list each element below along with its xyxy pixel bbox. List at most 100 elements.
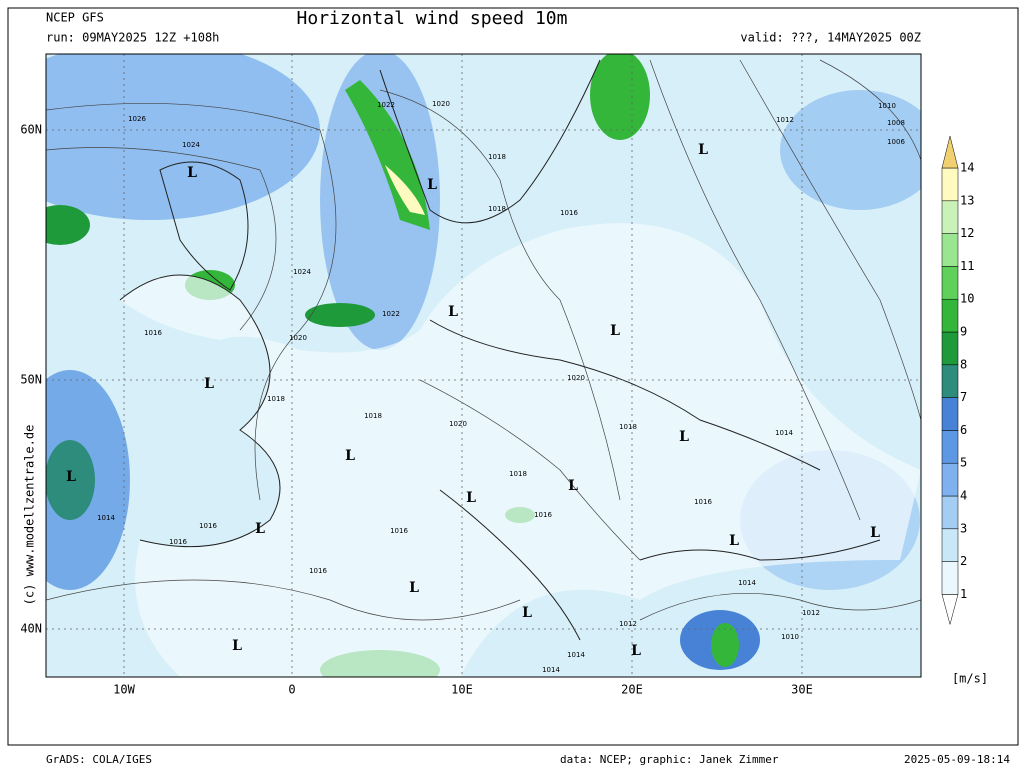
isobar-label: 1012 bbox=[802, 609, 820, 617]
isobar-label: 1020 bbox=[289, 334, 307, 342]
colorbar-box bbox=[941, 167, 959, 202]
isobar-label: 1012 bbox=[776, 116, 794, 124]
lat-label: 60N bbox=[20, 123, 42, 137]
software: GrADS: COLA/IGES bbox=[46, 753, 152, 766]
colorbar-label: 3 bbox=[960, 521, 967, 535]
copyright: (c) www.modellzentrale.de bbox=[23, 425, 37, 606]
colorbar-label: 4 bbox=[960, 489, 967, 503]
title: Horizontal wind speed 10m bbox=[297, 8, 568, 29]
isobar-label: 1014 bbox=[542, 666, 560, 674]
colorbar-label: 11 bbox=[960, 259, 974, 273]
low-marker: L bbox=[698, 142, 708, 158]
colorbar-label: 13 bbox=[960, 193, 974, 207]
colorbar-box bbox=[941, 397, 959, 431]
colorbar-label: 6 bbox=[960, 423, 967, 437]
isobar-label: 1016 bbox=[390, 527, 408, 535]
isobar-label: 1006 bbox=[887, 138, 905, 146]
colorbar-bottom bbox=[941, 594, 959, 626]
lat-label: 40N bbox=[20, 622, 42, 636]
isobar-label: 1012 bbox=[619, 620, 637, 628]
colorbar-box bbox=[941, 561, 959, 595]
isobar-label: 1018 bbox=[488, 205, 506, 213]
low-marker: L bbox=[345, 448, 355, 464]
run: run: 09MAY2025 12Z +108h bbox=[46, 31, 219, 45]
low-marker: L bbox=[568, 478, 578, 494]
low-marker: L bbox=[679, 429, 689, 445]
low-marker: L bbox=[610, 323, 620, 339]
valid: valid: ???, 14MAY2025 00Z bbox=[740, 31, 921, 45]
isobar-label: 1024 bbox=[293, 268, 311, 276]
frame bbox=[7, 7, 1019, 746]
map-field bbox=[46, 54, 921, 677]
isobar-label: 1018 bbox=[267, 395, 285, 403]
isobar-label: 1018 bbox=[364, 412, 382, 420]
colorbar-box bbox=[941, 266, 959, 300]
isobar-label: 1024 bbox=[182, 141, 200, 149]
colorbar-label: 12 bbox=[960, 226, 974, 240]
lon-label: 10W bbox=[113, 683, 135, 697]
isobar-label: 1008 bbox=[887, 119, 905, 127]
isobar-label: 1020 bbox=[567, 374, 585, 382]
colorbar-label: 9 bbox=[960, 325, 967, 339]
isobar-label: 1014 bbox=[97, 514, 115, 522]
colorbar-box bbox=[941, 331, 959, 366]
isobar-label: 1016 bbox=[169, 538, 187, 546]
low-marker: L bbox=[427, 177, 437, 193]
low-marker: L bbox=[729, 533, 739, 549]
isobar-label: 1020 bbox=[432, 100, 450, 108]
colorbar-label: 2 bbox=[960, 554, 967, 568]
isobar-label: 1020 bbox=[449, 420, 467, 428]
lon-label: 30E bbox=[791, 683, 813, 697]
colorbar-label: 5 bbox=[960, 456, 967, 470]
low-marker: L bbox=[232, 638, 242, 654]
timestamp: 2025-05-09-18:14 bbox=[904, 753, 1010, 766]
isobar-label: 1022 bbox=[377, 101, 395, 109]
isobar-label: 1014 bbox=[738, 579, 756, 587]
colorbar-box bbox=[941, 430, 959, 464]
isobar-label: 1014 bbox=[567, 651, 585, 659]
isobar-label: 1018 bbox=[488, 153, 506, 161]
low-marker: L bbox=[631, 643, 641, 659]
isobar-label: 1016 bbox=[309, 567, 327, 575]
isobar-label: 1016 bbox=[694, 498, 712, 506]
colorbar-box bbox=[941, 528, 959, 562]
colorbar-label: 1 bbox=[960, 587, 967, 601]
lat-label: 50N bbox=[20, 373, 42, 387]
low-marker: L bbox=[66, 469, 76, 485]
colorbar-box bbox=[941, 462, 959, 497]
low-marker: L bbox=[870, 525, 880, 541]
low-marker: L bbox=[204, 376, 214, 392]
low-marker: L bbox=[255, 521, 265, 537]
colorbar-label: 7 bbox=[960, 390, 967, 404]
credit: data: NCEP; graphic: Janek Zimmer bbox=[560, 753, 779, 766]
isobar-label: 1010 bbox=[781, 633, 799, 641]
lon-label: 20E bbox=[621, 683, 643, 697]
lon-label: 0 bbox=[288, 683, 295, 697]
colorbar-box bbox=[941, 200, 959, 234]
colorbar-box bbox=[941, 364, 959, 398]
colorbar-label: 14 bbox=[960, 161, 974, 175]
colorbar-top bbox=[941, 135, 959, 169]
isobar-label: 1018 bbox=[509, 470, 527, 478]
low-marker: L bbox=[448, 304, 458, 320]
colorbar-box bbox=[941, 233, 959, 267]
colorbar-box bbox=[941, 298, 959, 333]
lon-label: 10E bbox=[451, 683, 473, 697]
colorbar-label: 10 bbox=[960, 292, 974, 306]
low-marker: L bbox=[187, 165, 197, 181]
low-marker: L bbox=[522, 605, 532, 621]
low-marker: L bbox=[466, 490, 476, 506]
colorbar-unit: [m/s] bbox=[952, 672, 988, 686]
isobar-label: 1016 bbox=[199, 522, 217, 530]
isobar-label: 1026 bbox=[128, 115, 146, 123]
isobar-label: 1010 bbox=[878, 102, 896, 110]
map-border bbox=[45, 53, 922, 678]
model: NCEP GFS bbox=[46, 11, 104, 25]
colorbar-box bbox=[941, 495, 959, 530]
low-marker: L bbox=[409, 580, 419, 596]
isobar-label: 1014 bbox=[775, 429, 793, 437]
isobar-label: 1018 bbox=[619, 423, 637, 431]
isobar-label: 1022 bbox=[382, 310, 400, 318]
colorbar-label: 8 bbox=[960, 357, 967, 371]
